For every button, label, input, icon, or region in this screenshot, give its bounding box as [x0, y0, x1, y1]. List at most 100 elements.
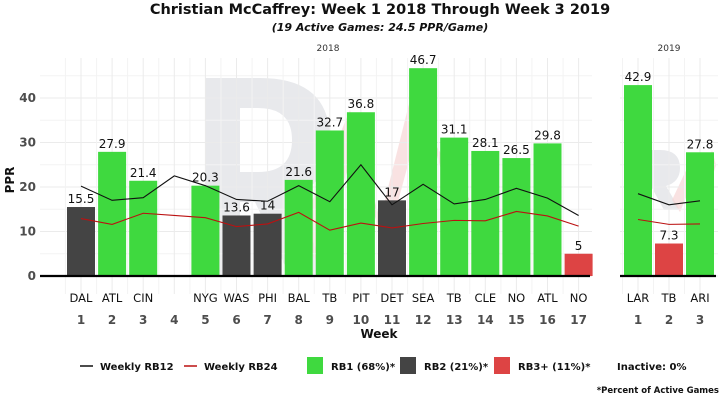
- opponent-label: ATL: [102, 291, 123, 305]
- week-tick-label: 3: [696, 313, 704, 327]
- bar-2018-week-12: [409, 68, 438, 276]
- legend: Weekly RB12 Weekly RB24 RB1 (68%)* RB2 (21%…: [80, 357, 719, 396]
- opponent-label: ATL: [537, 291, 558, 305]
- rb12-line-2018: [80, 163, 579, 216]
- week-tick-label: 14: [477, 313, 494, 327]
- bar-2018-week-13: [440, 137, 469, 276]
- legend-rb2-swatch: [400, 357, 416, 374]
- opponent-label: CLE: [474, 291, 496, 305]
- legend-rb24-label: Weekly RB24: [204, 362, 278, 373]
- bar-value-label: 17: [384, 185, 399, 199]
- bar-value-label: 28.1: [472, 136, 499, 150]
- week-tick-label: 1: [634, 313, 642, 327]
- bar-value-label: 26.5: [503, 143, 530, 157]
- bar-2018-week-3: [129, 180, 158, 276]
- benchmark-lines: [80, 163, 701, 231]
- bar-2019-week-2: [655, 243, 683, 276]
- week-tick-label: 11: [384, 313, 401, 327]
- bar-value-label: 21.4: [130, 166, 157, 180]
- bar-value-label: 21.6: [285, 165, 312, 179]
- bar-value-label: 5: [575, 239, 583, 253]
- opponent-label: LAR: [627, 291, 650, 305]
- bar-2018-week-8: [284, 179, 313, 276]
- bar-2018-week-2: [98, 151, 127, 276]
- opponent-label: BAL: [288, 291, 311, 305]
- rb12-line-2019: [637, 193, 701, 206]
- y-tick-label: 10: [19, 225, 36, 239]
- week-tick-label: 16: [539, 313, 556, 327]
- bar-2018-week-15: [502, 158, 531, 276]
- legend-rb3-swatch: [494, 357, 510, 374]
- x-axis-title: Week: [360, 327, 398, 341]
- bar-value-label: 27.9: [99, 137, 126, 151]
- opponent-label: PIT: [352, 291, 370, 305]
- bar-2019-week-1: [624, 85, 652, 276]
- bar-2018-week-1: [67, 207, 95, 276]
- bar-value-label: 15.5: [68, 192, 95, 206]
- panel-label: 2018: [317, 44, 340, 54]
- legend-inactive-label: Inactive: 0%: [617, 362, 686, 373]
- week-tick-label: 15: [508, 313, 525, 327]
- panel-label: 2019: [658, 44, 681, 54]
- week-tick-label: 7: [263, 313, 271, 327]
- legend-rb12-label: Weekly RB12: [100, 362, 174, 373]
- bar-2018-week-14: [471, 150, 500, 276]
- bar-2018-week-5: [191, 185, 220, 276]
- bar-value-label: 13.6: [223, 200, 250, 214]
- y-tick-label: 40: [19, 91, 36, 105]
- y-tick-label: 30: [19, 136, 36, 150]
- y-axis-title: PPR: [3, 167, 17, 194]
- bar-2018-week-7: [253, 213, 282, 276]
- bar-labels: 15.5 27.9 21.4 20.3 13.6 14 21.6 32.7 36.8 17 46.7…: [68, 53, 714, 253]
- opponent-label: TB: [661, 291, 677, 305]
- opponent-label: ARI: [690, 291, 709, 305]
- axes: 2018 DAL 1 ATL 2 CIN 3 4 NYG 5 WAS 6 PHI 7 BAL 8 TB 9 PIT 1…: [3, 44, 716, 341]
- chart-subtitle: (19 Active Games: 24.5 PPR/Game): [271, 21, 489, 34]
- bar-value-label: 31.1: [441, 123, 468, 137]
- y-tick-label: 0: [28, 269, 36, 283]
- legend-rb1-label: RB1 (68%)*: [331, 362, 396, 373]
- opponent-label: TB: [321, 291, 337, 305]
- legend-rb3-label: RB3+ (11%)*: [518, 362, 591, 373]
- bar-2018-week-6: [222, 215, 251, 276]
- week-tick-label: 2: [665, 313, 673, 327]
- opponent-label: PHI: [258, 291, 277, 305]
- week-tick-label: 6: [232, 313, 240, 327]
- week-tick-label: 12: [415, 313, 432, 327]
- opponent-label: DET: [380, 291, 404, 305]
- legend-footnote: *Percent of Active Games: [597, 386, 719, 396]
- opponent-label: NO: [508, 291, 526, 305]
- y-tick-label: 20: [19, 180, 36, 194]
- opponent-label: NO: [570, 291, 588, 305]
- week-tick-label: 5: [201, 313, 209, 327]
- week-tick-label: 8: [295, 313, 303, 327]
- bars: [67, 68, 714, 277]
- bar-2018-week-11: [378, 200, 406, 276]
- week-tick-label: 4: [170, 313, 178, 327]
- week-tick-label: 13: [446, 313, 463, 327]
- bar-value-label: 36.8: [348, 97, 375, 111]
- legend-rb1-swatch: [307, 357, 323, 374]
- bar-value-label: 27.8: [687, 137, 714, 151]
- bar-value-label: 14: [260, 199, 275, 213]
- week-tick-label: 9: [326, 313, 334, 327]
- rb24-line-2019: [637, 218, 701, 225]
- opponent-label: CIN: [133, 291, 153, 305]
- bar-value-label: 29.8: [534, 128, 561, 142]
- rb24-line-2018: [80, 210, 579, 231]
- bar-value-label: 32.7: [316, 115, 343, 129]
- bar-value-label: 7.3: [659, 229, 678, 243]
- week-tick-label: 17: [570, 313, 587, 327]
- chart-title: Christian McCaffrey: Week 1 2018 Through…: [149, 2, 611, 18]
- week-tick-label: 3: [139, 313, 147, 327]
- legend-rb2-label: RB2 (21%)*: [424, 362, 489, 373]
- week-tick-label: 2: [108, 313, 116, 327]
- bar-value-label: 20.3: [192, 171, 219, 185]
- bar-2018-week-10: [346, 112, 375, 277]
- opponent-label: WAS: [224, 291, 250, 305]
- week-tick-label: 1: [77, 313, 85, 327]
- opponent-label: SEA: [412, 291, 435, 305]
- bar-2019-week-3: [686, 152, 714, 276]
- bar-2018-week-17: [564, 253, 593, 276]
